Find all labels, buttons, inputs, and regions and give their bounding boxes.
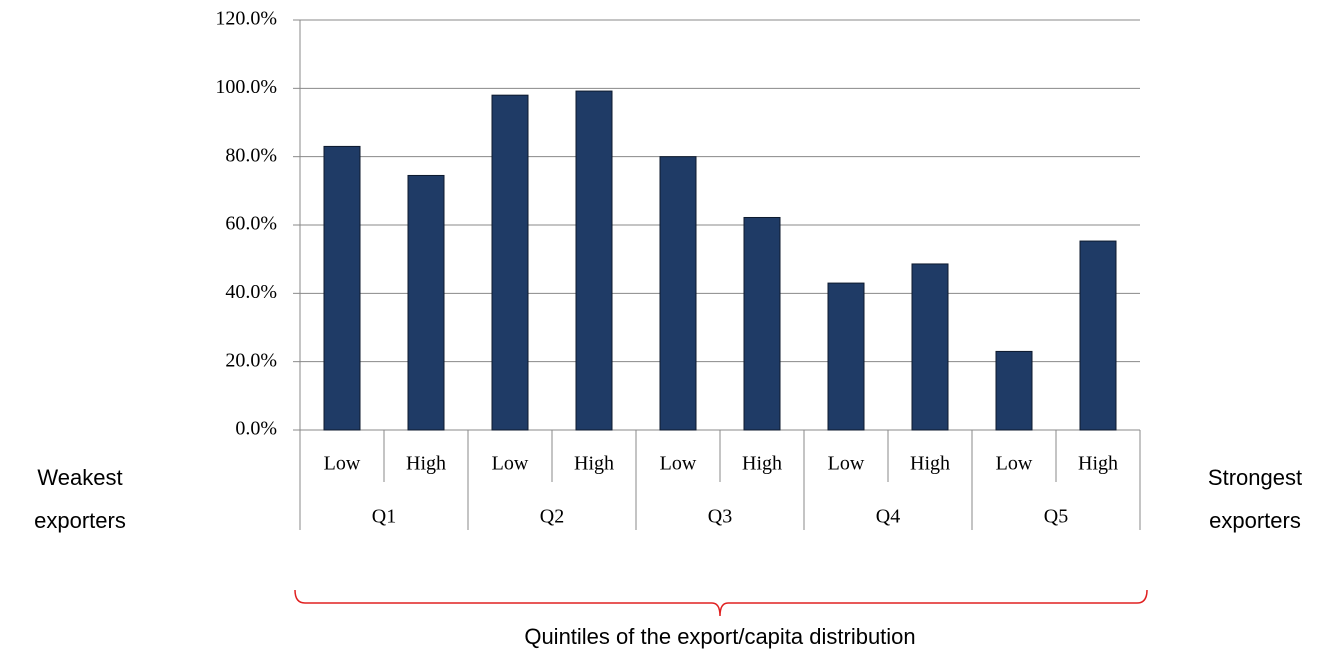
x-tick-label: Low [492,453,529,475]
group-label: Q3 [708,506,732,528]
y-tick-label: 40.0% [225,281,277,303]
bar [659,156,697,431]
x-tick-label: High [574,453,614,475]
bar [911,263,949,431]
x-tick-label: Low [660,453,697,475]
x-tick-label: High [1078,453,1118,475]
bar [743,216,781,431]
bar [491,94,529,431]
y-tick-label: 100.0% [215,76,277,98]
bar [995,350,1033,431]
bar [323,145,361,431]
bar [1079,240,1117,431]
right-annotation: Strongest exporters [1207,465,1303,533]
x-tick-label: Low [324,453,361,475]
group-label: Q1 [372,506,396,528]
bar [407,174,445,431]
bar [827,282,865,431]
x-tick-label: High [910,453,950,475]
group-label: Q4 [876,506,900,528]
left-annotation: Weakest exporters [34,465,126,533]
bar [575,90,613,431]
y-tick-label: 60.0% [225,213,277,235]
y-tick-label: 0.0% [235,418,277,440]
bracket-label: Quintiles of the export/capita distribut… [524,624,916,649]
y-tick-label: 20.0% [225,349,277,371]
x-tick-label: Low [828,453,865,475]
group-label: Q5 [1044,506,1068,528]
y-tick-label: 80.0% [225,144,277,166]
x-tick-label: High [742,453,782,475]
bracket [294,589,1148,617]
x-tick-label: High [406,453,446,475]
group-label: Q2 [540,506,564,528]
x-tick-label: Low [996,453,1033,475]
y-tick-label: 120.0% [215,8,277,30]
